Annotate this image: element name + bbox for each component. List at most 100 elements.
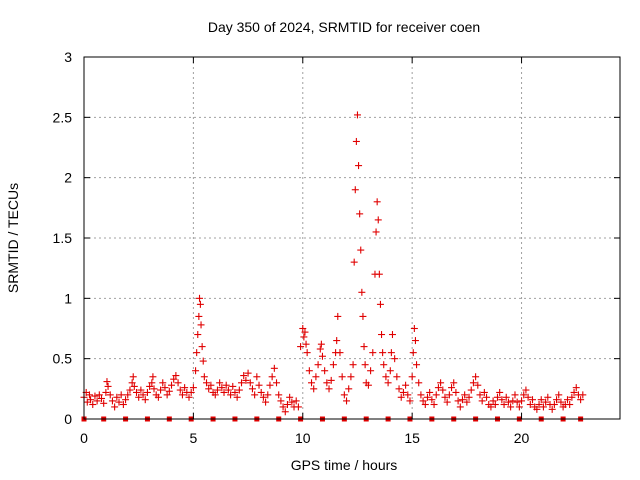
x-axis-label: GPS time / hours (291, 457, 398, 473)
data-point (487, 403, 495, 411)
data-point (253, 373, 261, 381)
data-point (227, 391, 235, 399)
data-point (334, 312, 342, 320)
data-point (122, 396, 130, 404)
y-tick-label: 2 (64, 170, 72, 186)
data-point (207, 381, 215, 389)
data-point (391, 355, 399, 363)
data-point (491, 401, 499, 409)
data-point (577, 396, 585, 404)
data-point (224, 386, 232, 394)
data-point (555, 391, 563, 399)
data-point (181, 384, 189, 392)
data-point (178, 391, 186, 399)
data-point (104, 382, 112, 390)
data-point (264, 391, 272, 399)
data-point (281, 408, 289, 416)
data-point (159, 379, 167, 387)
data-point (323, 379, 331, 387)
data-point (195, 312, 203, 320)
data-point (480, 388, 488, 396)
data-point (520, 391, 528, 399)
data-point (321, 367, 329, 375)
data-point (498, 396, 506, 404)
data-point (137, 386, 145, 394)
data-point (189, 384, 197, 392)
data-point (548, 405, 556, 413)
data-point (356, 210, 364, 218)
data-point (349, 361, 357, 369)
data-point (489, 397, 497, 405)
data-point (222, 381, 230, 389)
data-point (270, 364, 278, 372)
data-point (347, 373, 355, 381)
data-layer (80, 111, 587, 422)
y-tick-label: 1 (64, 290, 72, 306)
data-point (103, 378, 111, 386)
data-point (526, 401, 534, 409)
data-point (535, 401, 543, 409)
data-point (238, 379, 246, 387)
data-point (509, 397, 517, 405)
data-point (369, 349, 377, 357)
data-point (376, 300, 384, 308)
data-point (456, 403, 464, 411)
data-point (168, 381, 176, 389)
data-point (163, 391, 171, 399)
data-point (218, 384, 226, 392)
data-point (421, 401, 429, 409)
data-point (483, 393, 491, 401)
y-tick-label: 2.5 (53, 109, 73, 125)
x-tick-label: 20 (514, 430, 530, 446)
data-point (106, 391, 114, 399)
data-point (262, 398, 270, 406)
y-tick-label: 0 (64, 411, 72, 427)
data-point (409, 349, 417, 357)
data-point (130, 382, 138, 390)
data-point (216, 379, 224, 387)
data-point (373, 198, 381, 206)
data-point (542, 398, 550, 406)
data-point (378, 331, 386, 339)
data-point (388, 331, 396, 339)
data-point (553, 396, 561, 404)
data-point (533, 405, 541, 413)
data-point (367, 367, 375, 375)
data-point (379, 349, 387, 357)
data-point (327, 376, 335, 384)
data-point (417, 391, 425, 399)
data-point (257, 388, 265, 396)
data-point (233, 393, 241, 401)
data-point (141, 396, 149, 404)
data-point (454, 397, 462, 405)
data-point (301, 328, 309, 336)
data-point (382, 373, 390, 381)
data-point (419, 397, 427, 405)
data-point (448, 384, 456, 392)
data-point (283, 401, 291, 409)
data-point (302, 340, 310, 348)
data-point (472, 373, 480, 381)
data-point (229, 382, 237, 390)
data-point (185, 393, 193, 401)
data-point (133, 388, 141, 396)
grid (84, 57, 620, 419)
data-point (124, 391, 132, 399)
data-point (350, 258, 358, 266)
data-point (411, 337, 419, 345)
data-point (308, 379, 316, 387)
data-point (100, 399, 108, 407)
data-point (426, 388, 434, 396)
data-point (115, 398, 123, 406)
data-point (193, 349, 201, 357)
data-point (108, 397, 116, 405)
data-point (402, 381, 410, 389)
data-point (316, 345, 324, 353)
data-point (474, 381, 482, 389)
chart-title: Day 350 of 2024, SRMTID for receiver coe… (208, 19, 480, 35)
data-point (146, 382, 154, 390)
data-point (450, 379, 458, 387)
data-point (148, 379, 156, 387)
y-axis-label: SRMTID / TECUs (5, 183, 21, 293)
data-point (286, 393, 294, 401)
